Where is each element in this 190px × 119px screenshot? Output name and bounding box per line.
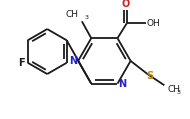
Text: 3: 3 (84, 15, 88, 20)
Text: CH: CH (167, 85, 180, 94)
Text: S: S (146, 71, 153, 81)
Text: F: F (18, 58, 25, 68)
Text: O: O (122, 0, 130, 9)
Text: OH: OH (146, 19, 160, 28)
Text: 3: 3 (177, 90, 180, 95)
Text: N: N (118, 79, 126, 89)
Text: N: N (69, 56, 78, 66)
Text: CH: CH (65, 10, 78, 19)
